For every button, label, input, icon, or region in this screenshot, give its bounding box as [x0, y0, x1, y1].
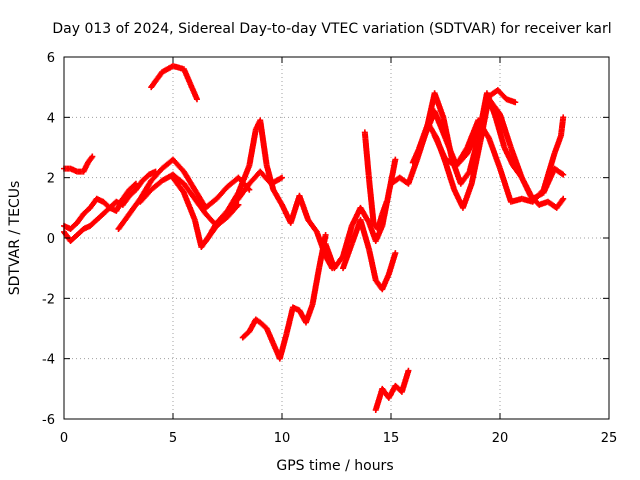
track-markers: [362, 131, 390, 231]
track-markers: [62, 154, 95, 175]
x-tick-label: 15: [383, 431, 400, 446]
x-tick-label: 0: [60, 431, 68, 446]
chart-title: Day 013 of 2024, Sidereal Day-to-day VTE…: [52, 21, 611, 37]
series-track-2: [61, 180, 139, 232]
series-track-6: [148, 63, 200, 103]
track-markers: [432, 116, 566, 205]
x-tick-label: 25: [601, 431, 618, 446]
track-markers: [340, 218, 398, 291]
y-tick-label: -4: [42, 353, 55, 368]
series-track-12: [361, 129, 390, 232]
series-track-10: [322, 156, 399, 272]
track-markers: [149, 63, 200, 101]
grid-layer: [64, 57, 609, 419]
y-tick-label: 2: [47, 172, 55, 187]
x-tick-label: 10: [274, 431, 291, 446]
x-tick-label: 20: [492, 431, 509, 446]
y-tick-label: 4: [47, 111, 55, 126]
x-axis-label: GPS time / hours: [276, 458, 393, 474]
y-tick-label: -6: [42, 413, 55, 428]
axis-layer: 0 5 10 15 20 25 -6 -4 -2 0 2 4 6: [42, 51, 617, 446]
data-layer: [61, 63, 567, 413]
x-tick-label: 5: [169, 431, 177, 446]
y-tick-label: 6: [47, 51, 55, 66]
track-markers: [203, 118, 335, 270]
series-track-13: [372, 367, 412, 413]
series-track-9: [239, 231, 329, 362]
track-markers: [62, 181, 138, 232]
y-tick-label: 0: [47, 232, 55, 247]
y-axis-label: SDTVAR / TECUs: [7, 181, 23, 296]
track-markers: [373, 369, 411, 412]
track-markers: [323, 158, 398, 270]
track-markers: [61, 169, 158, 243]
track-markers: [116, 157, 252, 231]
track-markers: [240, 233, 329, 361]
series-track-11: [340, 216, 399, 293]
series-track-3: [61, 153, 96, 175]
series-track-17: [431, 114, 567, 205]
y-tick-label: -2: [42, 292, 55, 307]
